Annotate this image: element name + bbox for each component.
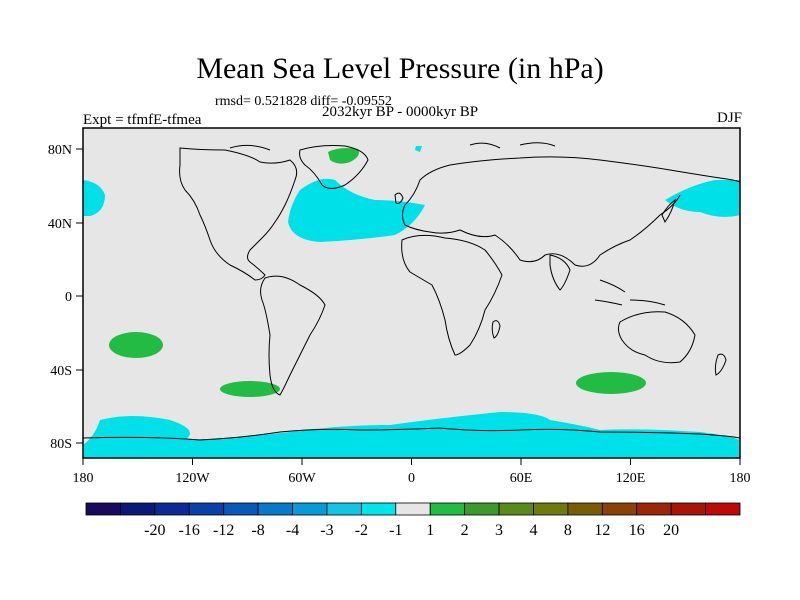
- colorbar-swatch: [429, 502, 466, 516]
- colorbar-swatch: [395, 502, 431, 516]
- region-south-pacific-east: [220, 381, 280, 397]
- colorbar-label: 16: [629, 522, 645, 539]
- lon-tick-120e: 120E: [616, 471, 646, 486]
- colorbar-swatch: [498, 502, 534, 516]
- lon-tick-60w: 60W: [288, 471, 316, 486]
- colorbar-label: 1: [426, 522, 434, 539]
- colorbar-swatch: [567, 502, 603, 516]
- colorbar-swatch: [120, 502, 156, 516]
- colorbar-label: 4: [529, 522, 537, 539]
- colorbar-swatch: [326, 502, 362, 516]
- colorbar-label: 12: [594, 522, 610, 539]
- colorbar-swatch: [464, 502, 500, 516]
- region-south-indian: [576, 372, 646, 394]
- lat-axis: 80N 40N 0 40S 80S: [48, 143, 83, 452]
- colorbar-swatch: [533, 502, 569, 516]
- season-label: DJF: [716, 110, 742, 126]
- colorbar-swatch: [292, 502, 328, 516]
- experiment-label: Expt = tfmfE-tfmea: [83, 112, 202, 128]
- region-southern-ocean: [83, 412, 740, 458]
- colorbar-label: -3: [320, 522, 333, 539]
- colorbar-swatch: [223, 502, 259, 516]
- lon-axis: 180 120W 60W 0 60E 120E 180: [73, 458, 751, 486]
- colorbar-swatch: [188, 502, 225, 516]
- colorbar-label: -20: [144, 522, 165, 539]
- region-arctic-small: [415, 146, 422, 152]
- colorbar-label: 8: [564, 522, 572, 539]
- colorbar-swatch: [154, 502, 190, 516]
- figure-title: Mean Sea Level Pressure (in hPa): [196, 52, 604, 85]
- stats-line: rmsd= 0.521828 diff= -0.09552: [215, 94, 392, 109]
- region-north-atlantic: [288, 178, 425, 242]
- lon-tick-120w: 120W: [175, 471, 210, 486]
- lat-tick-40n: 40N: [48, 217, 72, 232]
- anomaly-regions: [83, 146, 740, 458]
- colorbar-swatch: [636, 502, 672, 516]
- colorbar-swatch: [257, 502, 293, 516]
- colorbar-label: -16: [179, 522, 200, 539]
- lat-tick-0: 0: [65, 290, 72, 305]
- region-north-pacific: [665, 180, 740, 217]
- colorbar-label: 3: [495, 522, 503, 539]
- region-south-pacific: [109, 332, 163, 358]
- colorbar-label: -8: [251, 522, 264, 539]
- colorbar-swatch: [705, 502, 741, 516]
- region-greenland: [328, 148, 359, 164]
- colorbar-label: 20: [663, 522, 679, 539]
- coastlines: [82, 142, 741, 441]
- colorbar-labels: -20 -16 -12 -8 -4 -3 -2 -1 1 2 3 4 8 12 16 20: [144, 522, 679, 539]
- lat-tick-80n: 80N: [48, 143, 72, 158]
- lon-tick-60e: 60E: [510, 471, 533, 486]
- region-nw-atlantic-small: [83, 180, 105, 216]
- colorbar-label: -2: [355, 522, 368, 539]
- colorbar-label: -12: [213, 522, 234, 539]
- colorbar-swatch: [85, 502, 121, 516]
- map-background: [83, 128, 740, 458]
- colorbar: [85, 502, 741, 516]
- colorbar-swatch: [670, 502, 706, 516]
- colorbar-swatch: [601, 502, 638, 516]
- lat-tick-80s: 80S: [50, 437, 72, 452]
- lon-tick-0: 0: [408, 471, 415, 486]
- period-label: 2032kyr BP - 0000kyr BP: [321, 104, 479, 120]
- colorbar-swatch: [360, 502, 397, 516]
- lon-tick-180e: 180: [730, 471, 751, 486]
- colorbar-label: -1: [389, 522, 402, 539]
- colorbar-label: -4: [286, 522, 299, 539]
- lon-tick-180w: 180: [73, 471, 94, 486]
- colorbar-label: 2: [461, 522, 469, 539]
- lat-tick-40s: 40S: [50, 364, 72, 379]
